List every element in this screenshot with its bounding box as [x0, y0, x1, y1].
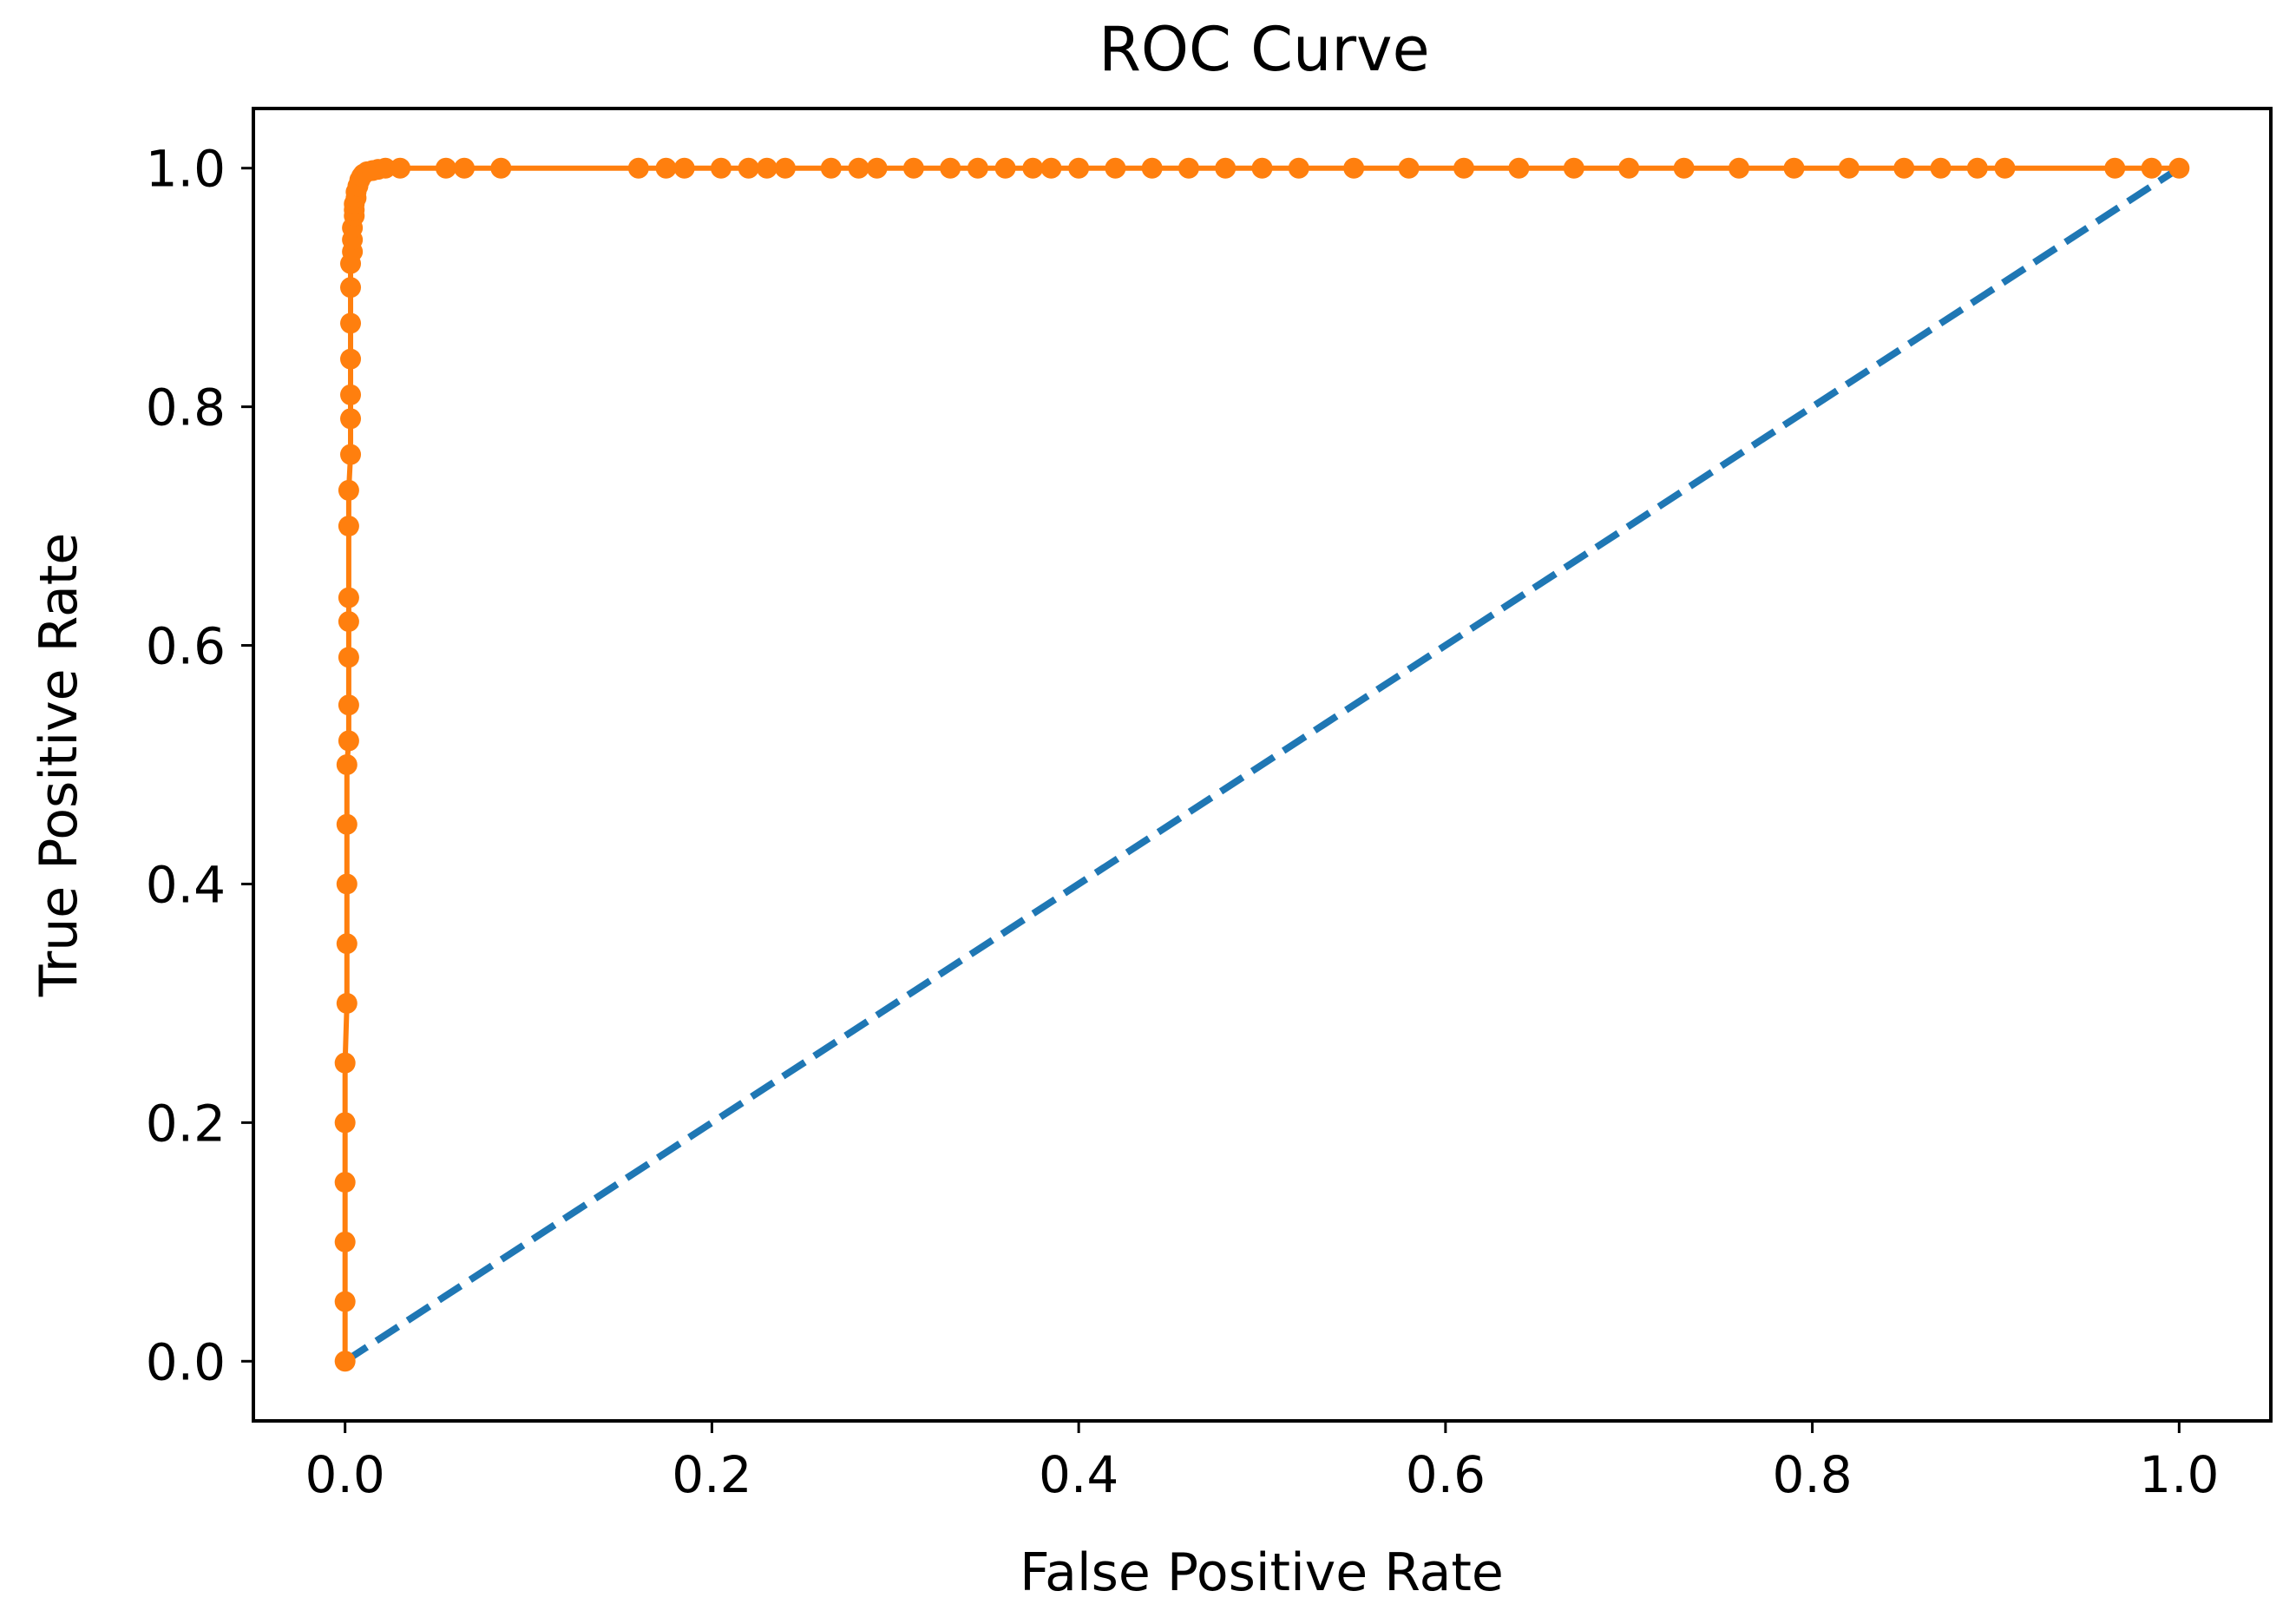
data-point-roc — [454, 157, 476, 179]
x-axis-ticks: 0.0 0.2 0.4 0.6 0.8 1.0 — [305, 1421, 2219, 1504]
y-tick-label: 0.4 — [146, 855, 226, 914]
data-point-roc — [390, 157, 411, 179]
y-tick-label: 0.6 — [146, 617, 226, 676]
data-point-roc — [1783, 157, 1805, 179]
data-point-roc — [1729, 157, 1750, 179]
data-point-roc — [774, 157, 796, 179]
data-point-roc — [627, 157, 649, 179]
data-point-roc — [866, 157, 888, 179]
data-point-roc — [334, 1231, 356, 1253]
data-point-roc — [340, 312, 362, 334]
data-point-roc — [336, 992, 358, 1014]
y-axis-ticks: 0.0 0.2 0.4 0.6 0.8 1.0 — [146, 140, 253, 1391]
data-point-roc — [1022, 157, 1044, 179]
data-point-roc — [340, 348, 362, 370]
data-point-roc — [1178, 157, 1199, 179]
data-point-roc — [2104, 157, 2126, 179]
x-axis-label: False Positive Rate — [1020, 1542, 1504, 1603]
data-point-roc — [338, 587, 359, 608]
data-point-roc — [967, 157, 988, 179]
data-point-roc — [490, 157, 512, 179]
data-point-roc — [338, 611, 359, 633]
data-point-roc — [340, 277, 362, 299]
data-point-roc — [673, 157, 695, 179]
data-point-roc — [1141, 157, 1163, 179]
data-point-roc — [334, 1112, 356, 1134]
data-point-roc — [2168, 157, 2190, 179]
axes-frame — [252, 107, 2273, 1423]
x-tick-label: 1.0 — [2139, 1445, 2219, 1504]
data-point-roc — [338, 730, 359, 752]
data-point-roc — [848, 157, 869, 179]
data-point-roc — [1453, 157, 1474, 179]
data-point-roc — [338, 479, 359, 501]
plot-area — [334, 157, 2190, 1372]
data-point-roc — [1343, 157, 1365, 179]
data-point-roc — [1966, 157, 1988, 179]
x-tick-label: 0.8 — [1772, 1445, 1852, 1504]
y-tick-label: 1.0 — [146, 140, 226, 199]
data-point-roc — [1251, 157, 1273, 179]
y-tick-label: 0.8 — [146, 378, 226, 437]
series-line-baseline — [343, 165, 2181, 1364]
data-point-roc — [334, 1291, 356, 1312]
data-point-roc — [710, 157, 731, 179]
data-point-roc — [340, 408, 362, 430]
data-point-roc — [940, 157, 961, 179]
data-point-roc — [2141, 157, 2162, 179]
data-point-roc — [994, 157, 1016, 179]
y-axis-label: True Positive Rate — [29, 533, 89, 997]
data-point-roc — [1930, 157, 1952, 179]
data-point-roc — [738, 157, 759, 179]
data-point-roc — [1563, 157, 1584, 179]
data-point-roc — [1618, 157, 1640, 179]
data-point-roc — [820, 157, 842, 179]
x-tick-label: 0.0 — [305, 1445, 385, 1504]
data-point-roc — [334, 1172, 356, 1193]
x-tick-label: 0.4 — [1039, 1445, 1118, 1504]
data-point-roc — [1994, 157, 2016, 179]
data-point-roc — [334, 1052, 356, 1074]
x-tick-label: 0.6 — [1406, 1445, 1486, 1504]
data-point-roc — [1068, 157, 1090, 179]
data-point-roc — [340, 384, 362, 405]
data-point-roc — [375, 157, 397, 179]
data-point-roc — [655, 157, 677, 179]
data-point-roc — [1838, 157, 1860, 179]
data-point-roc — [336, 813, 358, 835]
x-tick-label: 0.2 — [672, 1445, 751, 1504]
data-point-roc — [1105, 157, 1126, 179]
data-point-roc — [1040, 157, 1062, 179]
data-point-roc — [435, 157, 456, 179]
data-point-roc — [1398, 157, 1420, 179]
data-point-roc — [336, 873, 358, 895]
data-point-roc — [338, 647, 359, 668]
data-point-roc — [338, 516, 359, 537]
data-point-roc — [338, 694, 359, 716]
y-tick-label: 0.0 — [146, 1332, 226, 1391]
data-point-roc — [1288, 157, 1309, 179]
data-point-roc — [756, 157, 777, 179]
chart-title: ROC Curve — [1099, 14, 1429, 85]
data-point-roc — [1673, 157, 1695, 179]
data-point-roc — [336, 754, 358, 775]
data-point-roc — [1508, 157, 1530, 179]
data-point-roc — [340, 444, 362, 465]
data-point-roc — [1893, 157, 1915, 179]
data-point-roc — [336, 933, 358, 955]
y-tick-label: 0.2 — [146, 1094, 226, 1153]
data-point-roc — [902, 157, 924, 179]
data-point-roc — [334, 1351, 356, 1372]
data-point-roc — [1215, 157, 1237, 179]
